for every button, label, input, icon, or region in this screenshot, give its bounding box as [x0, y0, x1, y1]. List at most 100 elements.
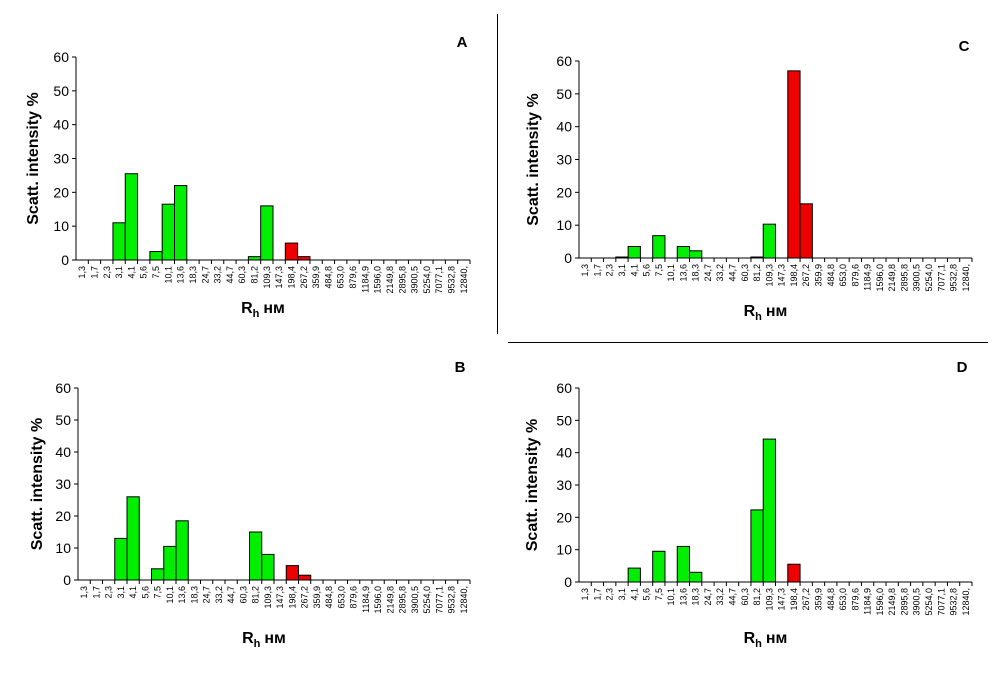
x-tick-label: 10,1: [666, 264, 676, 282]
panel-b: 0 10 20 30 40 50 60 1,3 1,7 2,3 3,1 4,1 5,6 7,5 10,1 13…: [29, 359, 471, 650]
x-tick-label: 1,3: [580, 264, 590, 277]
x-tick-label: 44,7: [728, 588, 738, 606]
panel-a: 0 10 20 30 40 50 60 1,3 1,7 2,3 3,1 4,1 5,6 7,5 10,1 13…: [25, 34, 471, 320]
x-tick-label: 198,4: [287, 586, 297, 609]
x-axis-title-main: R: [241, 300, 253, 317]
x-tick-label: 3900,5: [912, 264, 922, 292]
bar-b-6: [151, 568, 165, 581]
horizontal-divider: [508, 342, 988, 343]
bar-c-15: [762, 223, 776, 259]
x-tick-label: 3900,5: [410, 266, 420, 294]
x-tick-label: 24,7: [703, 588, 713, 606]
x-tick-label: 3,1: [114, 266, 124, 279]
x-tick-label: 2149,8: [385, 266, 395, 294]
x-tick-label: 1596,0: [373, 266, 383, 294]
x-axis-title-unit: нм: [766, 303, 788, 320]
x-tick-label: 1,3: [580, 588, 590, 601]
x-tick-label: 1184,9: [863, 588, 873, 615]
x-tick-label: 7077,1: [936, 588, 946, 616]
bar-a-17: [284, 242, 299, 261]
y-tick-label: 30: [53, 151, 69, 167]
bar-b-7: [163, 545, 177, 581]
bar-c-8: [676, 246, 691, 259]
panel-d: 0 10 20 30 40 50 60 1,3 1,7 2,3 3,1 4,1 5,6 7,5 10,1 13…: [524, 359, 973, 650]
x-tick-label: 5,6: [139, 266, 149, 279]
bar-a-3: [112, 222, 126, 261]
bar-b-17: [285, 565, 299, 581]
y-tick-label: 50: [55, 412, 71, 428]
vertical-divider: [497, 14, 498, 334]
x-tick-label: 879,6: [850, 264, 860, 287]
x-tick-label: 653,0: [838, 588, 848, 611]
x-tick-label: 267,2: [300, 586, 310, 609]
x-tick-label: 1,7: [592, 588, 602, 601]
x-axis-title-sub: h: [253, 308, 260, 320]
x-tick-label: 60,3: [238, 586, 248, 604]
x-axis-title: Rh нм: [744, 303, 788, 323]
x-tick-label: 1,3: [77, 266, 87, 279]
x-tick-label: 81,2: [752, 588, 762, 606]
bar-d-8: [676, 545, 691, 583]
y-tick-label: 50: [556, 412, 572, 428]
x-tick-label: 484,8: [826, 588, 836, 611]
x-tick-label: 5254,0: [924, 588, 934, 616]
y-tick-label: 10: [53, 218, 69, 234]
x-tick-label: 7077,1: [434, 266, 444, 294]
x-tick-label: 44,7: [225, 266, 235, 284]
x-tick-label: 18,3: [691, 264, 701, 282]
x-tick-label: 33,2: [214, 586, 224, 604]
bar-a-6: [149, 251, 163, 261]
y-tick-label: 40: [556, 445, 572, 461]
x-tick-label: 10,1: [165, 586, 175, 604]
x-tick-label: 7,5: [654, 264, 664, 277]
x-tick-label: 198,4: [789, 588, 799, 611]
y-axis-title: Scatt. intensity %: [525, 93, 542, 225]
x-tick-label: 653,0: [336, 586, 346, 609]
x-tick-label: 2,3: [102, 266, 112, 279]
bar-a-4: [124, 173, 139, 261]
x-tick-label: 13,6: [678, 588, 688, 606]
y-tick-label: 50: [53, 83, 69, 99]
x-tick-label: 33,2: [213, 266, 223, 284]
x-tick-label: 2149,8: [385, 586, 395, 614]
x-tick-label: 1,7: [89, 266, 99, 279]
y-tick-label: 40: [556, 119, 572, 135]
bar-b-4: [126, 496, 140, 581]
x-tick-label: 5254,0: [422, 586, 432, 614]
x-tick-label: 2895,8: [398, 586, 408, 614]
x-tick-label: 484,8: [324, 586, 334, 609]
panel-c: 0 10 20 30 40 50 60 1,3 1,7 2,3 3,1 4,1 5,6 7,5 10,1 13…: [525, 38, 973, 323]
x-tick-label: 1596,0: [875, 264, 885, 292]
bar-d-15: [762, 438, 776, 583]
x-tick-label: 147,3: [274, 266, 284, 289]
bar-c-4: [627, 246, 641, 259]
y-tick-label: 60: [55, 380, 71, 396]
x-tick-label: 5254,0: [924, 264, 934, 292]
x-axis-title: Rh нм: [242, 630, 286, 650]
x-tick-label: 60,3: [237, 266, 247, 284]
bar-b-14: [249, 531, 263, 581]
x-tick-label: 2,3: [104, 586, 114, 599]
x-axis-title-sub: h: [755, 638, 762, 650]
bar-b-3: [114, 537, 128, 581]
x-tick-label: 267,2: [801, 264, 811, 287]
x-tick-label: 4,1: [128, 586, 138, 599]
x-tick-label: 1,7: [592, 264, 602, 277]
x-tick-label: 1184,9: [361, 586, 371, 613]
x-tick-label: 147,3: [777, 588, 787, 611]
panel-letter: C: [959, 38, 970, 55]
x-tick-label: 3900,5: [912, 588, 922, 616]
x-tick-label: 7,5: [654, 588, 664, 601]
bar-c-18: [799, 203, 813, 259]
x-tick-label: 653,0: [336, 266, 346, 289]
x-tick-label: 9532,8: [949, 588, 959, 616]
x-tick-label: 1,3: [79, 586, 89, 599]
x-tick-label: 7077,1: [434, 586, 444, 614]
bar-a-14: [247, 256, 262, 261]
x-tick-label: 198,4: [789, 264, 799, 287]
bar-a-7: [161, 203, 176, 261]
x-tick-label: 18,3: [188, 266, 198, 284]
y-tick-label: 0: [61, 252, 69, 268]
y-tick-label: 20: [55, 508, 71, 524]
x-tick-label: 24,7: [703, 264, 713, 282]
